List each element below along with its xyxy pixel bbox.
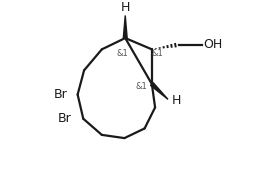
Text: OH: OH: [204, 38, 223, 51]
Text: H: H: [121, 1, 130, 14]
Text: Br: Br: [58, 112, 72, 125]
Text: &1: &1: [135, 82, 147, 92]
Text: &1: &1: [117, 49, 129, 58]
Text: &1: &1: [152, 49, 164, 58]
Text: H: H: [171, 94, 181, 108]
Text: Br: Br: [54, 88, 68, 101]
Polygon shape: [123, 15, 127, 38]
Polygon shape: [151, 83, 168, 99]
